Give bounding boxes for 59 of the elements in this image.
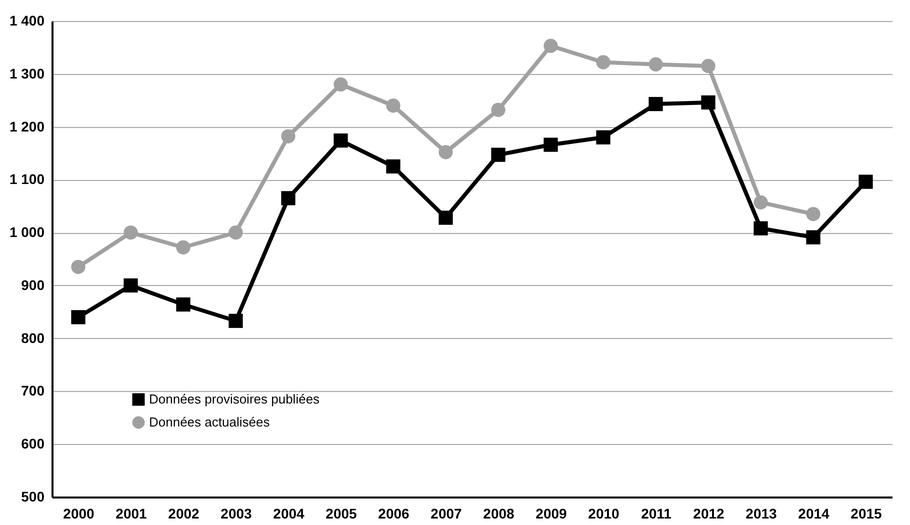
y-tick-label: 1 100	[9, 171, 45, 188]
x-tick-label: 2012	[693, 506, 725, 522]
legend-label: Données provisoires publiées	[149, 392, 320, 406]
point	[281, 191, 296, 206]
legend-label: Données actualisées	[149, 414, 270, 430]
x-tick-label: 2004	[273, 506, 305, 522]
point	[754, 221, 768, 236]
point	[648, 57, 663, 72]
x-tick-label: 2008	[483, 506, 515, 522]
y-tick-label: 600	[21, 436, 45, 452]
y-tick-label: 500	[21, 488, 45, 504]
y-tick-label: 1 400	[9, 12, 45, 28]
point	[596, 55, 610, 70]
point	[701, 58, 716, 74]
point	[71, 260, 86, 274]
point	[806, 230, 820, 244]
x-tick-label: 2005	[326, 506, 358, 522]
point	[596, 130, 610, 144]
point	[281, 129, 296, 144]
point	[491, 102, 506, 117]
x-tick-label: 2002	[168, 506, 200, 522]
x-tick-label: 2015	[850, 506, 882, 522]
x-tick-label: 2014	[798, 506, 830, 522]
point	[334, 77, 348, 92]
x-tick-label: 2000	[63, 506, 95, 522]
point	[124, 278, 138, 293]
point	[176, 240, 190, 254]
point	[806, 206, 820, 222]
y-tick-label: 1 000	[9, 224, 45, 240]
point	[176, 297, 190, 312]
point	[754, 195, 768, 210]
point	[648, 96, 663, 112]
x-tick-label: 2001	[116, 506, 148, 522]
point	[386, 159, 400, 174]
point	[228, 314, 243, 328]
x-tick-label: 2003	[220, 506, 252, 522]
y-tick-label: 1 200	[9, 118, 45, 134]
point	[701, 95, 716, 110]
point	[71, 310, 86, 324]
point	[124, 226, 138, 240]
point	[334, 133, 348, 148]
y-tick-label: 1 300	[9, 65, 45, 82]
point	[544, 38, 558, 53]
y-tick-label: 700	[21, 382, 45, 399]
x-tick-label: 2009	[536, 506, 568, 522]
x-tick-label: 2007	[430, 506, 462, 522]
y-tick-label: 900	[21, 276, 45, 293]
point	[386, 98, 400, 113]
point	[438, 210, 453, 225]
point	[858, 174, 873, 189]
x-tick-label: 2011	[641, 506, 672, 522]
point	[491, 148, 506, 162]
y-tick-label: 800	[21, 330, 45, 346]
x-tick-label: 2010	[588, 506, 620, 522]
point	[438, 145, 453, 160]
x-tick-label: 2006	[378, 506, 410, 522]
point	[228, 226, 243, 240]
x-tick-label: 2013	[746, 506, 778, 522]
point	[544, 138, 558, 152]
